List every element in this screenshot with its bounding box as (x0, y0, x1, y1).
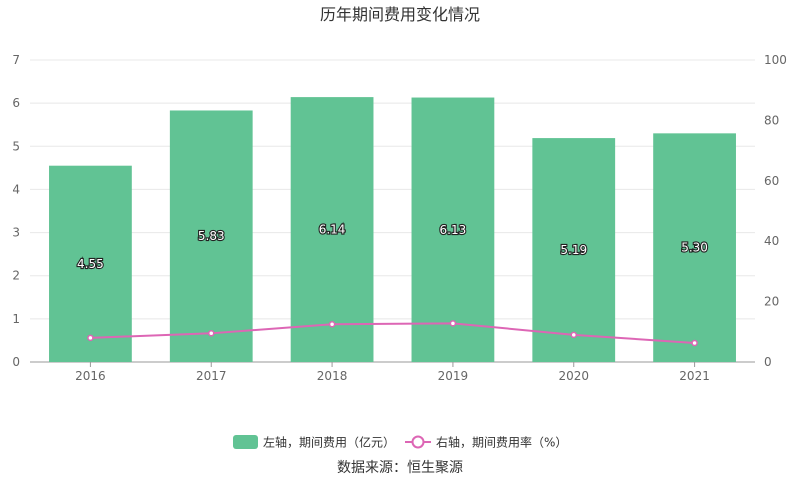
bar-value-label: 5.30 (681, 241, 708, 255)
right-tick-label: 60 (764, 174, 779, 188)
line-series (87, 320, 698, 347)
right-tick-label: 20 (764, 295, 779, 309)
legend-line-label: 右轴，期间费用率（%） (436, 435, 567, 450)
left-tick-label: 5 (12, 139, 20, 153)
bar (411, 97, 495, 362)
left-tick-label: 0 (12, 355, 20, 369)
left-tick-label: 3 (12, 226, 20, 240)
bar-value-label: 6.14 (319, 223, 346, 237)
line-point (691, 339, 698, 347)
line-point (449, 320, 457, 327)
bar (169, 110, 253, 362)
legend[interactable]: 左轴，期间费用（亿元） 右轴，期间费用率（%） (233, 435, 567, 450)
x-tick-label: 2020 (558, 369, 589, 383)
x-tick-label: 2016 (75, 369, 106, 383)
line-point (87, 334, 94, 342)
right-tick-label: 40 (764, 234, 779, 248)
line-point (570, 331, 577, 339)
right-axis: 0 20 40 60 80 100 (764, 53, 787, 369)
bar (290, 97, 374, 363)
bar (653, 133, 736, 362)
chart-title: 历年期间费用变化情况 (320, 5, 480, 24)
x-tick-label: 2017 (196, 369, 227, 383)
source-note: 数据来源：恒生聚源 (337, 460, 463, 476)
right-tick-label: 80 (764, 113, 779, 127)
left-tick-label: 6 (12, 96, 20, 110)
legend-line-marker (411, 435, 425, 449)
legend-bar-swatch (233, 435, 258, 449)
legend-bar-label: 左轴，期间费用（亿元） (263, 435, 395, 450)
left-tick-label: 4 (12, 182, 20, 196)
bar-value-label: 4.55 (77, 257, 104, 271)
line-path (90, 322, 695, 344)
line-point (328, 321, 336, 328)
x-axis: 2016 2017 2018 2019 2020 2021 (75, 362, 710, 383)
x-tick-label: 2021 (679, 369, 710, 383)
bar-value-label: 5.19 (560, 243, 587, 257)
x-tick-label: 2019 (438, 369, 469, 383)
left-tick-label: 7 (12, 53, 20, 67)
left-tick-label: 1 (12, 312, 20, 326)
left-axis: 0 1 2 3 4 5 6 7 (12, 53, 20, 369)
right-tick-label: 0 (764, 355, 772, 369)
bar-value-label: 5.83 (198, 229, 225, 243)
x-tick-label: 2018 (317, 369, 348, 383)
left-tick-label: 2 (12, 269, 20, 283)
bar (49, 165, 132, 362)
bar-value-label: 6.13 (440, 223, 467, 237)
grid (30, 59, 755, 363)
bar-labels: 4.55 5.83 6.14 6.13 5.19 5.30 (76, 221, 709, 271)
bar-series (49, 97, 736, 363)
line-point (208, 330, 215, 337)
bar (532, 138, 616, 362)
right-tick-label: 100 (764, 53, 787, 67)
